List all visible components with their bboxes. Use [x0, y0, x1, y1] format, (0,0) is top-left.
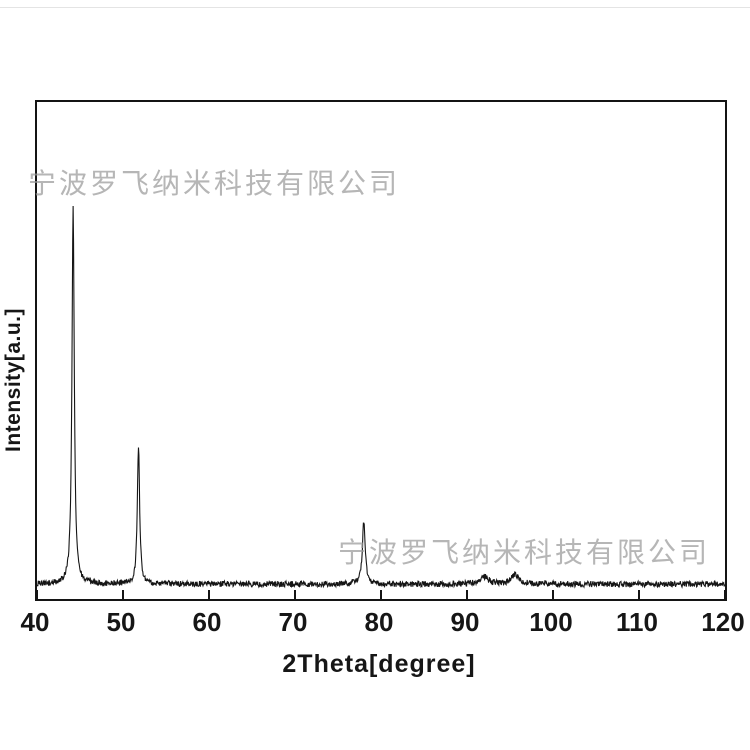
x-tick-label: 60: [192, 607, 222, 637]
x-axis-ticks: 40 50 60 70 80 90 100 110 120: [21, 607, 745, 643]
x-tick-label: 110: [616, 607, 658, 637]
xrd-intensity-line: [37, 206, 725, 589]
xrd-trace: [37, 206, 725, 599]
plot-area: [35, 100, 727, 601]
x-tick-label: 80: [364, 607, 394, 637]
y-axis-label: Intensity[a.u.]: [2, 308, 25, 453]
x-tick-label: 90: [450, 607, 480, 637]
x-axis-label: 2Theta[degree]: [282, 650, 476, 678]
x-tick-label: 100: [529, 607, 573, 637]
top-divider: [0, 7, 750, 8]
x-tick-label: 70: [278, 607, 308, 637]
x-tick-label: 50: [106, 607, 136, 637]
x-tick-label: 40: [20, 607, 50, 637]
x-tick-label: 120: [701, 607, 745, 637]
watermark-bottom: 宁波罗飞纳米科技有限公司: [338, 537, 711, 568]
watermark-top: 宁波罗飞纳米科技有限公司: [28, 168, 401, 199]
